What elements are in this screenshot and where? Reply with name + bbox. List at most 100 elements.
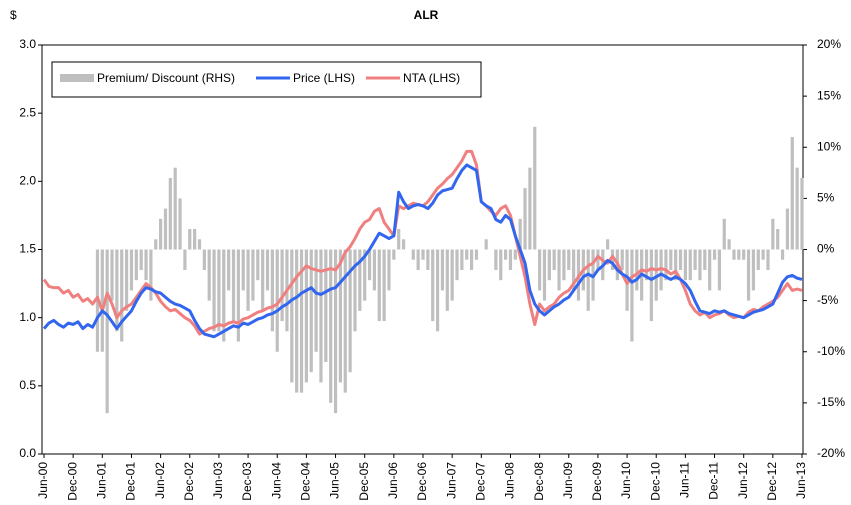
bar xyxy=(776,229,780,250)
bar xyxy=(134,249,138,281)
legend: Premium/ Discount (RHS) Price (LHS) NTA (L… xyxy=(51,61,482,98)
bar xyxy=(465,249,469,260)
bar xyxy=(256,249,260,281)
bar xyxy=(533,126,537,250)
bar xyxy=(538,249,542,291)
x-tick-label: Jun-06 xyxy=(386,462,400,499)
bar xyxy=(674,249,678,281)
bar xyxy=(630,249,634,342)
bar xyxy=(173,167,177,250)
y2-tick-label: 20% xyxy=(817,37,841,51)
x-tick-label: Dec-03 xyxy=(240,462,254,501)
bar xyxy=(620,249,624,270)
bar xyxy=(712,249,717,260)
x-tick-label: Jun-13 xyxy=(794,462,808,499)
x-tick-label: Jun-05 xyxy=(328,462,342,499)
bar xyxy=(426,249,430,270)
x-tick-label: Dec-02 xyxy=(182,462,196,501)
bar xyxy=(372,249,377,291)
legend-swatch xyxy=(60,74,94,82)
bar xyxy=(683,249,687,281)
bar xyxy=(547,249,551,281)
x-tick-label: Jun-00 xyxy=(36,462,50,499)
x-tick-label: Jun-12 xyxy=(736,462,750,499)
bar xyxy=(649,249,653,322)
bar xyxy=(703,249,707,270)
bar xyxy=(333,249,338,414)
bar xyxy=(222,249,226,342)
bar xyxy=(227,249,231,291)
bar xyxy=(149,249,153,301)
bar xyxy=(382,249,386,322)
bar xyxy=(790,137,794,250)
bar xyxy=(295,249,299,393)
bar xyxy=(159,218,163,250)
bar xyxy=(469,249,474,270)
x-tick-label: Jun-02 xyxy=(153,462,167,499)
y-tick-label: 2.5 xyxy=(19,105,36,119)
bar xyxy=(795,167,799,250)
y2-tick-label: -5% xyxy=(817,293,839,307)
bar xyxy=(202,249,206,270)
bar xyxy=(756,249,760,270)
y-tick-label: 3.0 xyxy=(19,37,36,51)
bar xyxy=(562,249,566,281)
bar xyxy=(236,249,240,342)
bar xyxy=(110,249,114,301)
bar xyxy=(275,249,279,352)
bar xyxy=(304,249,308,383)
bar xyxy=(212,249,216,332)
bar xyxy=(664,249,668,281)
bar xyxy=(771,218,775,250)
bar xyxy=(678,249,683,270)
bar xyxy=(567,249,571,270)
legend-label: NTA (LHS) xyxy=(403,71,460,85)
bar xyxy=(401,239,406,250)
bar xyxy=(785,208,790,250)
bar xyxy=(494,249,498,270)
bar xyxy=(800,177,804,250)
bar xyxy=(261,249,265,311)
bar xyxy=(290,249,294,383)
bar xyxy=(421,249,425,260)
bar xyxy=(513,249,517,260)
x-tick-label: Dec-12 xyxy=(765,462,779,501)
bar xyxy=(241,249,245,291)
bar xyxy=(523,188,527,250)
bar xyxy=(450,249,454,301)
bar xyxy=(309,249,313,373)
bar xyxy=(644,249,649,281)
bar xyxy=(168,177,172,250)
bar xyxy=(445,249,449,311)
x-tick-label: Dec-07 xyxy=(473,462,487,501)
bar xyxy=(397,229,401,250)
bar xyxy=(518,218,522,250)
bar xyxy=(727,239,731,250)
bar xyxy=(246,249,250,311)
bar xyxy=(528,167,532,250)
bar xyxy=(329,249,333,403)
bar xyxy=(183,249,187,270)
bar xyxy=(416,249,420,270)
bar xyxy=(698,249,702,281)
y-tick-label: 2.0 xyxy=(19,174,36,188)
bar xyxy=(455,249,459,281)
bar xyxy=(125,249,129,311)
bar xyxy=(358,249,362,311)
bar xyxy=(508,249,513,270)
y-tick-label: 0.0 xyxy=(19,446,36,460)
legend-label: Premium/ Discount (RHS) xyxy=(97,71,235,85)
bar xyxy=(100,249,104,352)
line xyxy=(42,163,803,339)
bar xyxy=(460,249,464,270)
bar xyxy=(139,249,143,270)
bar xyxy=(766,249,770,270)
y2-tick-label: -10% xyxy=(817,344,845,358)
bar xyxy=(542,249,547,301)
bar xyxy=(499,249,503,281)
bar xyxy=(596,249,600,270)
bar xyxy=(435,249,440,332)
bar xyxy=(129,249,134,291)
bar xyxy=(197,239,202,250)
